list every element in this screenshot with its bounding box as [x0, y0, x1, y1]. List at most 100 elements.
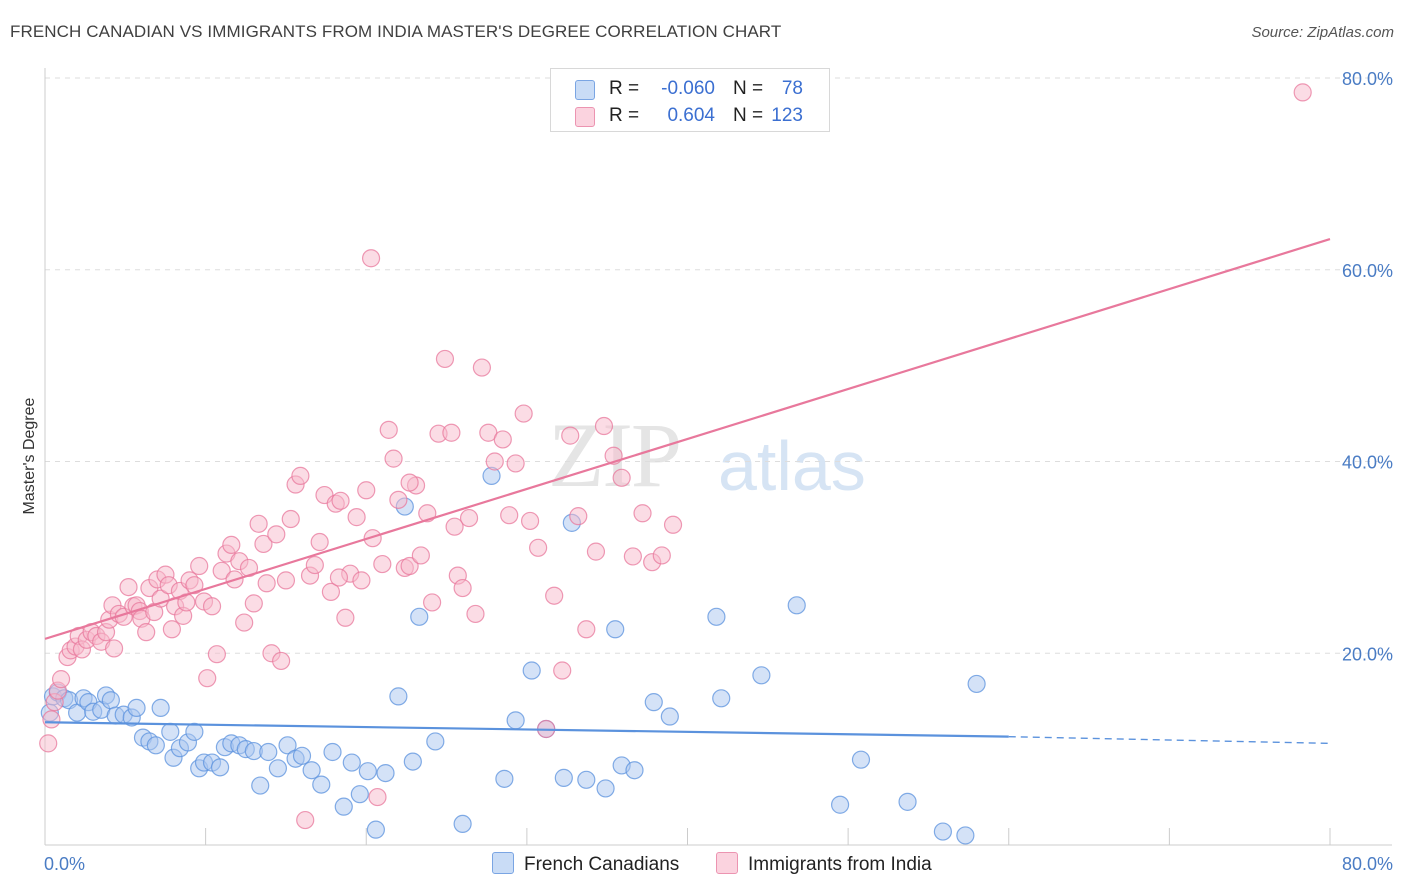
- point-immigrants-from-india: [222, 535, 241, 555]
- point-french-canadians: [161, 722, 180, 741]
- point-immigrants-from-india: [363, 529, 382, 548]
- legend-row-french-canadians: R = -0.060 N = 78: [551, 75, 829, 101]
- point-immigrants-from-india: [514, 404, 533, 423]
- point-immigrants-from-india: [435, 349, 455, 369]
- legend-n-label: N =: [733, 105, 764, 126]
- point-french-canadians: [376, 763, 395, 783]
- point-immigrants-from-india: [459, 508, 479, 528]
- trend-line-french-canadians: [44, 721, 1009, 738]
- point-immigrants-from-india: [545, 586, 564, 605]
- point-immigrants-from-india: [357, 481, 376, 500]
- point-immigrants-from-india: [310, 532, 329, 552]
- point-french-canadians: [342, 753, 361, 772]
- point-french-canadians: [366, 820, 385, 839]
- point-immigrants-from-india: [1293, 83, 1312, 102]
- point-immigrants-from-india: [389, 490, 408, 509]
- point-immigrants-from-india: [347, 508, 366, 527]
- point-immigrants-from-india: [104, 639, 124, 658]
- y-tick-label: 80.0%: [1342, 69, 1393, 89]
- point-french-canadians: [606, 620, 625, 639]
- correlation-legend: R = -0.060 N = 78 R = 0.604 N = 123: [550, 68, 830, 132]
- point-french-canadians: [146, 736, 165, 755]
- point-immigrants-from-india: [500, 506, 519, 525]
- point-immigrants-from-india: [296, 810, 315, 830]
- point-french-canadians: [577, 770, 596, 789]
- point-french-canadians: [185, 722, 204, 741]
- point-immigrants-from-india: [569, 507, 588, 526]
- point-french-canadians: [358, 762, 377, 781]
- point-french-canadians: [625, 761, 644, 780]
- point-immigrants-from-india: [329, 568, 349, 587]
- point-french-canadians: [596, 779, 615, 798]
- point-french-canadians: [312, 775, 331, 794]
- point-immigrants-from-india: [305, 555, 324, 575]
- y-tick-label: 40.0%: [1342, 453, 1393, 473]
- point-french-canadians: [933, 822, 952, 841]
- legend-r-value: 0.604: [667, 105, 715, 126]
- chart-source: Source: ZipAtlas.com: [1251, 24, 1394, 41]
- point-french-canadians: [251, 776, 270, 795]
- bottom-legend-swatch-blue: [492, 852, 514, 874]
- point-immigrants-from-india: [379, 420, 398, 439]
- point-immigrants-from-india: [368, 787, 387, 807]
- point-immigrants-from-india: [423, 593, 442, 612]
- point-immigrants-from-india: [272, 651, 291, 671]
- legend-r-value: -0.060: [661, 78, 715, 99]
- point-immigrants-from-india: [39, 734, 58, 753]
- chart-title: FRENCH CANADIAN VS IMMIGRANTS FROM INDIA…: [10, 22, 782, 41]
- point-french-canadians: [495, 769, 514, 788]
- bottom-legend-immigrants-from-india: Immigrants from India: [716, 852, 932, 876]
- point-immigrants-from-india: [466, 604, 485, 624]
- series-immigrants-from-india: [39, 83, 1312, 830]
- point-immigrants-from-india: [652, 546, 671, 565]
- point-immigrants-from-india: [291, 466, 310, 485]
- point-immigrants-from-india: [485, 452, 504, 471]
- point-immigrants-from-india: [119, 577, 138, 597]
- point-french-canadians: [389, 687, 408, 706]
- axes: [44, 68, 1392, 846]
- point-french-canadians: [426, 732, 445, 751]
- point-french-canadians: [898, 792, 917, 811]
- point-immigrants-from-india: [633, 504, 652, 523]
- bottom-legend-label: French Canadians: [524, 854, 680, 875]
- trend-line-immigrants-from-india: [44, 238, 1331, 640]
- point-immigrants-from-india: [594, 416, 614, 436]
- point-immigrants-from-india: [198, 669, 217, 688]
- point-immigrants-from-india: [42, 710, 61, 729]
- point-immigrants-from-india: [506, 454, 525, 473]
- legend-swatch-pink: [575, 107, 595, 127]
- legend-r-label: R =: [609, 78, 640, 99]
- point-immigrants-from-india: [137, 623, 156, 642]
- point-french-canadians: [350, 785, 369, 804]
- point-french-canadians: [151, 698, 170, 717]
- point-immigrants-from-india: [249, 514, 268, 533]
- point-immigrants-from-india: [212, 561, 231, 580]
- point-french-canadians: [334, 797, 353, 816]
- y-tick-label: 60.0%: [1342, 261, 1393, 281]
- point-immigrants-from-india: [400, 556, 419, 576]
- trend-line-extension-french-canadians: [1008, 735, 1331, 745]
- point-french-canadians: [830, 795, 850, 814]
- point-french-canadians: [956, 826, 975, 845]
- point-immigrants-from-india: [257, 574, 276, 593]
- y-tick-label: 20.0%: [1342, 644, 1393, 664]
- point-immigrants-from-india: [577, 620, 596, 639]
- point-immigrants-from-india: [207, 645, 226, 664]
- point-immigrants-from-india: [254, 534, 273, 554]
- legend-n-value: 78: [781, 78, 803, 99]
- point-immigrants-from-india: [663, 515, 683, 534]
- point-french-canadians: [707, 607, 726, 626]
- legend-row-immigrants-from-india: R = 0.604 N = 123: [551, 102, 829, 128]
- point-immigrants-from-india: [612, 468, 631, 487]
- point-immigrants-from-india: [623, 547, 642, 566]
- point-french-canadians: [210, 758, 230, 777]
- point-french-canadians: [292, 746, 312, 765]
- point-immigrants-from-india: [561, 426, 580, 445]
- point-immigrants-from-india: [276, 571, 296, 590]
- point-immigrants-from-india: [336, 608, 355, 627]
- point-french-canadians: [403, 752, 422, 771]
- point-french-canadians: [101, 691, 120, 710]
- legend-swatch-blue: [575, 80, 595, 100]
- point-immigrants-from-india: [352, 571, 371, 590]
